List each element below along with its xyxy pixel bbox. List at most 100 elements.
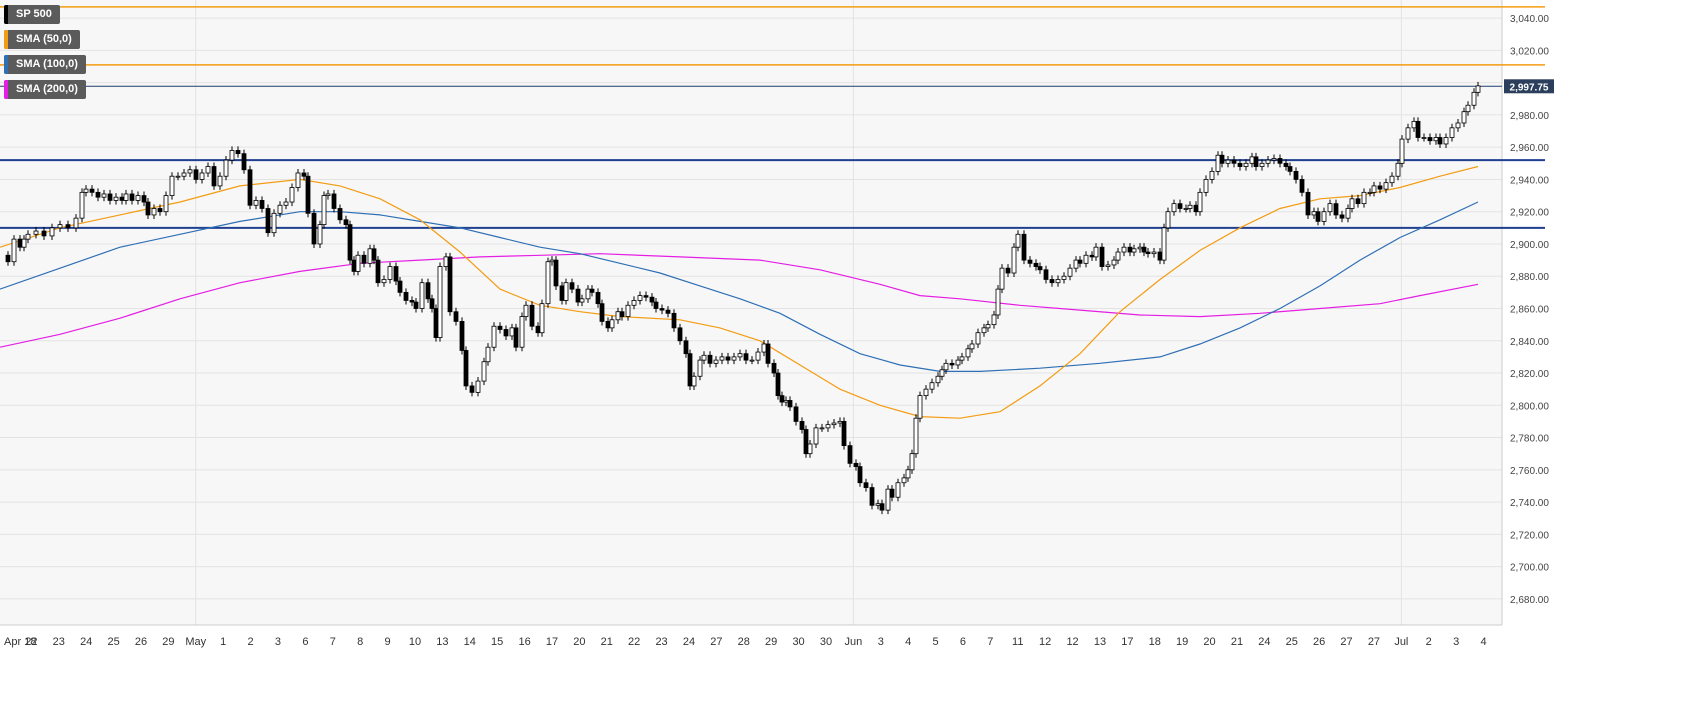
candle bbox=[151, 208, 157, 216]
candle bbox=[57, 224, 63, 229]
candle bbox=[981, 327, 987, 334]
candle bbox=[1043, 269, 1049, 280]
candle bbox=[1277, 158, 1283, 164]
candle bbox=[355, 254, 361, 272]
y-tick-label: 2,800.00 bbox=[1510, 401, 1549, 412]
y-tick-label: 3,040.00 bbox=[1510, 14, 1549, 25]
legend-item-sp500[interactable]: SP 500 bbox=[4, 5, 60, 24]
candle bbox=[447, 256, 453, 313]
x-tick-label: 21 bbox=[1231, 636, 1243, 648]
candle bbox=[1137, 246, 1143, 250]
candle bbox=[95, 191, 101, 198]
candle bbox=[615, 311, 621, 321]
candle bbox=[375, 259, 381, 284]
candle bbox=[563, 282, 569, 301]
candle bbox=[1027, 259, 1033, 264]
candle bbox=[1287, 166, 1293, 172]
candle bbox=[1111, 259, 1117, 266]
candle bbox=[707, 354, 713, 364]
candle bbox=[1427, 137, 1433, 142]
x-tick-label: 27 bbox=[1368, 636, 1380, 648]
candle bbox=[1121, 246, 1127, 253]
x-tick-label: 21 bbox=[601, 636, 613, 648]
candle bbox=[701, 354, 707, 361]
candle bbox=[1253, 156, 1259, 167]
candle bbox=[643, 295, 649, 298]
candle bbox=[321, 195, 327, 226]
legend-label: SMA (50,0) bbox=[16, 33, 72, 45]
legend-item-sma100[interactable]: SMA (100,0) bbox=[4, 55, 86, 74]
candle bbox=[513, 327, 519, 348]
candle bbox=[605, 321, 611, 329]
candle bbox=[491, 325, 497, 348]
candle bbox=[141, 195, 147, 203]
candle bbox=[749, 359, 755, 362]
y-tick-label: 2,980.00 bbox=[1510, 111, 1549, 122]
candle bbox=[1187, 204, 1193, 209]
x-tick-label: 7 bbox=[330, 636, 336, 648]
candle bbox=[1131, 248, 1137, 253]
candle bbox=[241, 153, 247, 171]
legend-swatch bbox=[4, 5, 8, 24]
candle bbox=[1073, 259, 1079, 269]
candle bbox=[193, 169, 199, 180]
candle bbox=[677, 327, 683, 342]
candle bbox=[157, 208, 163, 213]
candle bbox=[697, 359, 703, 377]
candle bbox=[609, 319, 615, 329]
candle bbox=[1033, 262, 1039, 267]
candle bbox=[649, 296, 655, 303]
candle bbox=[1371, 185, 1377, 193]
candle bbox=[443, 256, 449, 267]
candle bbox=[779, 395, 785, 403]
legend-label: SP 500 bbox=[16, 8, 52, 20]
candle bbox=[331, 193, 337, 209]
candle bbox=[1083, 254, 1089, 264]
y-tick-label: 2,860.00 bbox=[1510, 305, 1549, 316]
x-tick-label: 4 bbox=[1480, 636, 1486, 648]
candle bbox=[889, 488, 895, 498]
candle bbox=[49, 227, 55, 237]
candle bbox=[1305, 191, 1311, 216]
candle bbox=[371, 248, 377, 261]
candle bbox=[1315, 211, 1321, 222]
candle bbox=[475, 380, 481, 393]
x-tick-label: 19 bbox=[1176, 636, 1188, 648]
candle bbox=[1265, 159, 1271, 164]
x-tick-label: 28 bbox=[738, 636, 750, 648]
candle bbox=[1237, 162, 1243, 167]
x-tick-label: 9 bbox=[385, 636, 391, 648]
candle bbox=[659, 308, 665, 311]
candle bbox=[625, 304, 631, 317]
candle bbox=[1455, 122, 1461, 129]
candle bbox=[347, 224, 353, 261]
candle bbox=[1219, 154, 1225, 164]
candle bbox=[1475, 85, 1481, 93]
candle bbox=[999, 267, 1005, 290]
candle bbox=[1433, 137, 1439, 142]
candle bbox=[433, 308, 439, 338]
legend: SP 500 SMA (50,0) SMA (100,0) SMA (200,0… bbox=[4, 5, 86, 105]
candle bbox=[1151, 251, 1157, 255]
x-tick-label: Jun bbox=[844, 636, 862, 648]
candle bbox=[529, 304, 535, 327]
candle bbox=[1339, 214, 1345, 219]
x-tick-label: 3 bbox=[878, 636, 884, 648]
candle bbox=[1193, 204, 1199, 213]
candle bbox=[875, 503, 881, 506]
legend-item-sma50[interactable]: SMA (50,0) bbox=[4, 30, 80, 49]
candle bbox=[361, 254, 367, 264]
candle bbox=[1171, 203, 1177, 213]
candle bbox=[283, 201, 289, 206]
candle bbox=[17, 238, 23, 248]
x-tick-label: 2 bbox=[248, 636, 254, 648]
legend-item-sma200[interactable]: SMA (200,0) bbox=[4, 80, 86, 99]
candle bbox=[367, 248, 373, 264]
x-tick-label: 8 bbox=[357, 636, 363, 648]
candle bbox=[33, 230, 39, 235]
candle bbox=[935, 375, 941, 384]
candle bbox=[775, 372, 781, 397]
candle bbox=[247, 169, 253, 206]
